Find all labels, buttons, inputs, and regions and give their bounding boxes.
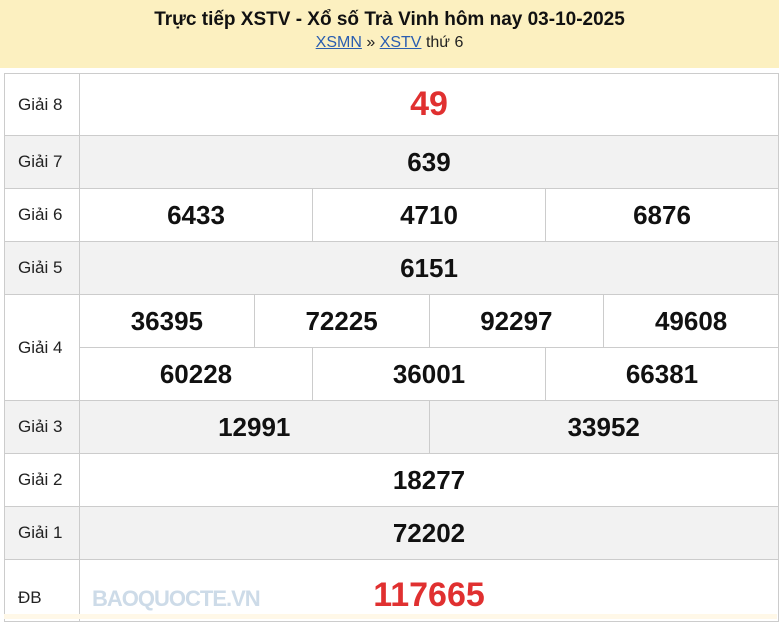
breadcrumb-separator: »: [366, 34, 376, 51]
prize-number: 92297: [428, 295, 604, 347]
prize-number: 6151: [400, 252, 458, 283]
prize-row: Giải 7 639: [5, 136, 778, 189]
breadcrumb-day: thứ 6: [425, 34, 464, 51]
prize-row: Giải 8 49: [5, 74, 778, 136]
prize-number: 49: [410, 85, 448, 123]
prize-label: Giải 8: [5, 74, 80, 135]
prize-number: 4710: [312, 189, 545, 241]
prize-label: Giải 4: [5, 295, 80, 400]
prize-label: ĐB: [5, 560, 80, 621]
prize-row: Giải 4 36395 72225 92297 49608 60228 36001 6638…: [5, 295, 778, 401]
prize-number: 6433: [167, 199, 225, 230]
decorative-strip: [4, 614, 777, 619]
prize-label: Giải 1: [5, 507, 80, 559]
prize-label: Giải 7: [5, 136, 80, 188]
prize-number: 18277: [392, 464, 466, 495]
prize-label: Giải 6: [5, 189, 80, 241]
prize-number: 6876: [545, 189, 778, 241]
prize-number: 36395: [130, 305, 204, 336]
watermark-logo: BAOQUOCTE.VN: [92, 586, 261, 611]
prize-label: Giải 5: [5, 242, 80, 294]
prize-row: Giải 5 6151: [5, 242, 778, 295]
prize-row: Giải 3 12991 33952: [5, 401, 778, 454]
prize-number: 60228: [159, 358, 233, 389]
prize-label: Giải 2: [5, 454, 80, 506]
prize-number: 639: [407, 146, 451, 177]
prize-number: 72225: [253, 295, 429, 347]
prize-label: Giải 3: [5, 401, 80, 453]
prize-row: Giải 1 72202: [5, 507, 778, 560]
prize-row: Giải 6 6433 4710 6876: [5, 189, 778, 242]
breadcrumb-xstv-link[interactable]: XSTV: [379, 34, 422, 51]
prize-number: 66381: [545, 348, 778, 400]
prize-number: 49608: [603, 295, 778, 347]
prize-row: Giải 2 18277: [5, 454, 778, 507]
prize-number: 33952: [428, 401, 779, 453]
prize-number: 72202: [392, 517, 466, 548]
page-header: Trực tiếp XSTV - Xổ số Trà Vinh hôm nay …: [0, 0, 779, 68]
breadcrumb: XSMN » XSTV thứ 6: [0, 34, 779, 52]
prize-number: 117665: [373, 576, 485, 614]
page-title: Trực tiếp XSTV - Xổ số Trà Vinh hôm nay …: [154, 9, 625, 30]
breadcrumb-xsmn-link[interactable]: XSMN: [315, 34, 362, 51]
prize-number: 36001: [312, 348, 545, 400]
results-table: Giải 8 49 Giải 7 639 Giải 6 6433 4710 6876 Giải …: [4, 73, 779, 622]
prize-number: 12991: [218, 411, 291, 442]
